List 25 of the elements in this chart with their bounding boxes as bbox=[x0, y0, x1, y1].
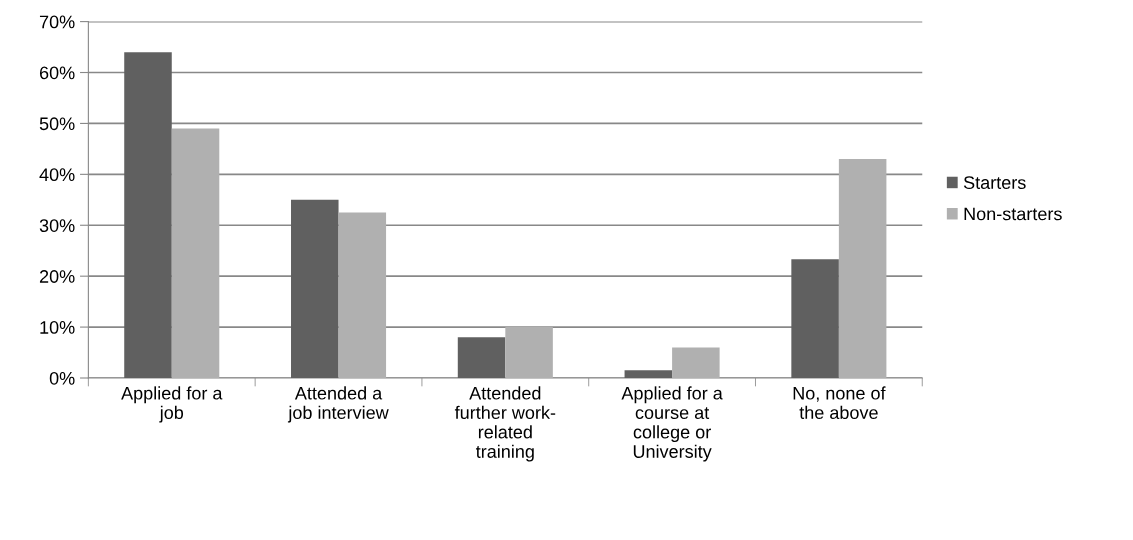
x-tick-label: No, none of the above bbox=[793, 386, 886, 420]
y-tick-label: 30% bbox=[39, 219, 75, 232]
bar bbox=[171, 128, 220, 378]
x-tick-label: Applied for a job bbox=[121, 386, 223, 423]
bar bbox=[624, 370, 673, 378]
y-tick-label: 60% bbox=[39, 66, 75, 80]
bar bbox=[672, 347, 720, 378]
bar bbox=[838, 159, 887, 378]
bar bbox=[291, 199, 339, 378]
bar bbox=[505, 327, 553, 378]
y-tick-label: 10% bbox=[40, 321, 75, 334]
x-tick-label: Attended a job interview bbox=[287, 386, 389, 423]
y-tick-label: 20% bbox=[39, 270, 75, 283]
y-tick-label: 0% bbox=[49, 371, 75, 385]
bar bbox=[457, 337, 506, 378]
y-tick-label: 50% bbox=[39, 117, 75, 131]
x-tick-label: Attended further work- related training bbox=[454, 386, 556, 462]
legend-label: Starters bbox=[963, 176, 1026, 190]
y-tick-label: 70% bbox=[39, 15, 75, 29]
legend-label: Non-starters bbox=[964, 207, 1062, 221]
bar bbox=[124, 52, 172, 378]
bar bbox=[791, 259, 839, 378]
bar bbox=[338, 212, 387, 378]
y-tick-label: 40% bbox=[39, 168, 75, 182]
x-tick-label: Applied for a course at college or University bbox=[621, 386, 723, 462]
